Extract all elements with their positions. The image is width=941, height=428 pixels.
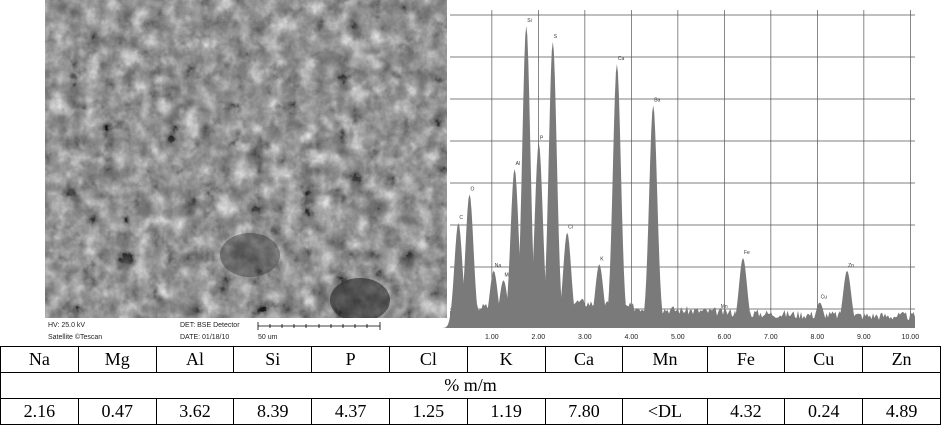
x-tick-label: 3.00 [578,334,592,341]
x-tick-label: 7.00 [764,334,778,341]
peak-label: Na [495,263,502,269]
value-cell: 7.80 [545,399,623,425]
x-tick-label: 9.00 [857,334,871,341]
peak-label: Mn [721,304,728,310]
x-tick-label: 5.00 [671,334,685,341]
peak-label: Al [516,161,520,167]
element-cell: Al [156,347,234,373]
element-cell: Mn [623,347,707,373]
peak-label: C [459,215,463,221]
element-cell: Si [234,347,312,373]
x-tick-label: 4.00 [625,334,639,341]
peak-label: Si [527,18,531,24]
element-cell: P [312,347,390,373]
element-cell: Na [1,347,79,373]
sem-vendor: Satellite ©Tescan [48,333,102,341]
value-cell: 0.24 [785,399,863,425]
sem-dark-region [220,233,280,277]
element-cell: K [467,347,545,373]
value-cell: 0.47 [78,399,156,425]
peak-label: Cu [821,295,828,301]
peak-label: S [554,34,558,40]
peak-label: Ca [618,56,625,62]
sem-detector: DET: BSE Detector [180,322,240,329]
spectrum-peak [601,64,633,328]
value-cell: 1.19 [467,399,545,425]
peak-label: Zn [848,263,854,269]
value-cell: 4.37 [312,399,390,425]
sem-dark-region [330,278,390,322]
sem-info-strip [45,318,447,346]
value-cell: 3.62 [156,399,234,425]
x-tick-label: 6.00 [718,334,732,341]
sem-date: DATE: 01/18/10 [180,334,229,341]
value-cell: 1.25 [389,399,467,425]
peak-label: Fe [744,250,750,256]
x-tick-label: 2.00 [532,334,546,341]
element-cell: Cl [389,347,467,373]
sem-hv: HV: 25.0 kV [48,322,85,329]
element-cell: Cu [785,347,863,373]
figure: HV: 25.0 kV Satellite ©Tescan DET: BSE D… [0,0,941,428]
unit-row: % m/m [1,373,941,399]
sem-scale: 50 um [258,334,278,341]
unit-cell: % m/m [1,373,941,399]
spectrum-peak [637,105,669,328]
element-cell: Mg [78,347,156,373]
element-cell: Ca [545,347,623,373]
value-cell: 2.16 [1,399,79,425]
x-tick-label: 1.00 [485,334,499,341]
figure-images: HV: 25.0 kV Satellite ©Tescan DET: BSE D… [0,0,941,346]
value-cell: 4.32 [707,399,785,425]
element-cell: Fe [707,347,785,373]
peak-label: Cl [568,225,573,231]
value-cell: <DL [623,399,707,425]
x-tick-label: 10.00 [902,334,920,341]
peak-label: O [471,186,475,192]
peak-label: K [600,256,604,262]
element-cell: Zn [863,347,941,373]
x-tick-label: 8.00 [811,334,825,341]
spectrum: 1.00 2.00 3.00 4.00 5.00 6.00 7.00 8.00 9.00 10.0… [442,10,919,341]
value-cell: 4.89 [863,399,941,425]
peak-label: Ba [654,97,660,103]
value-cell: 8.39 [234,399,312,425]
